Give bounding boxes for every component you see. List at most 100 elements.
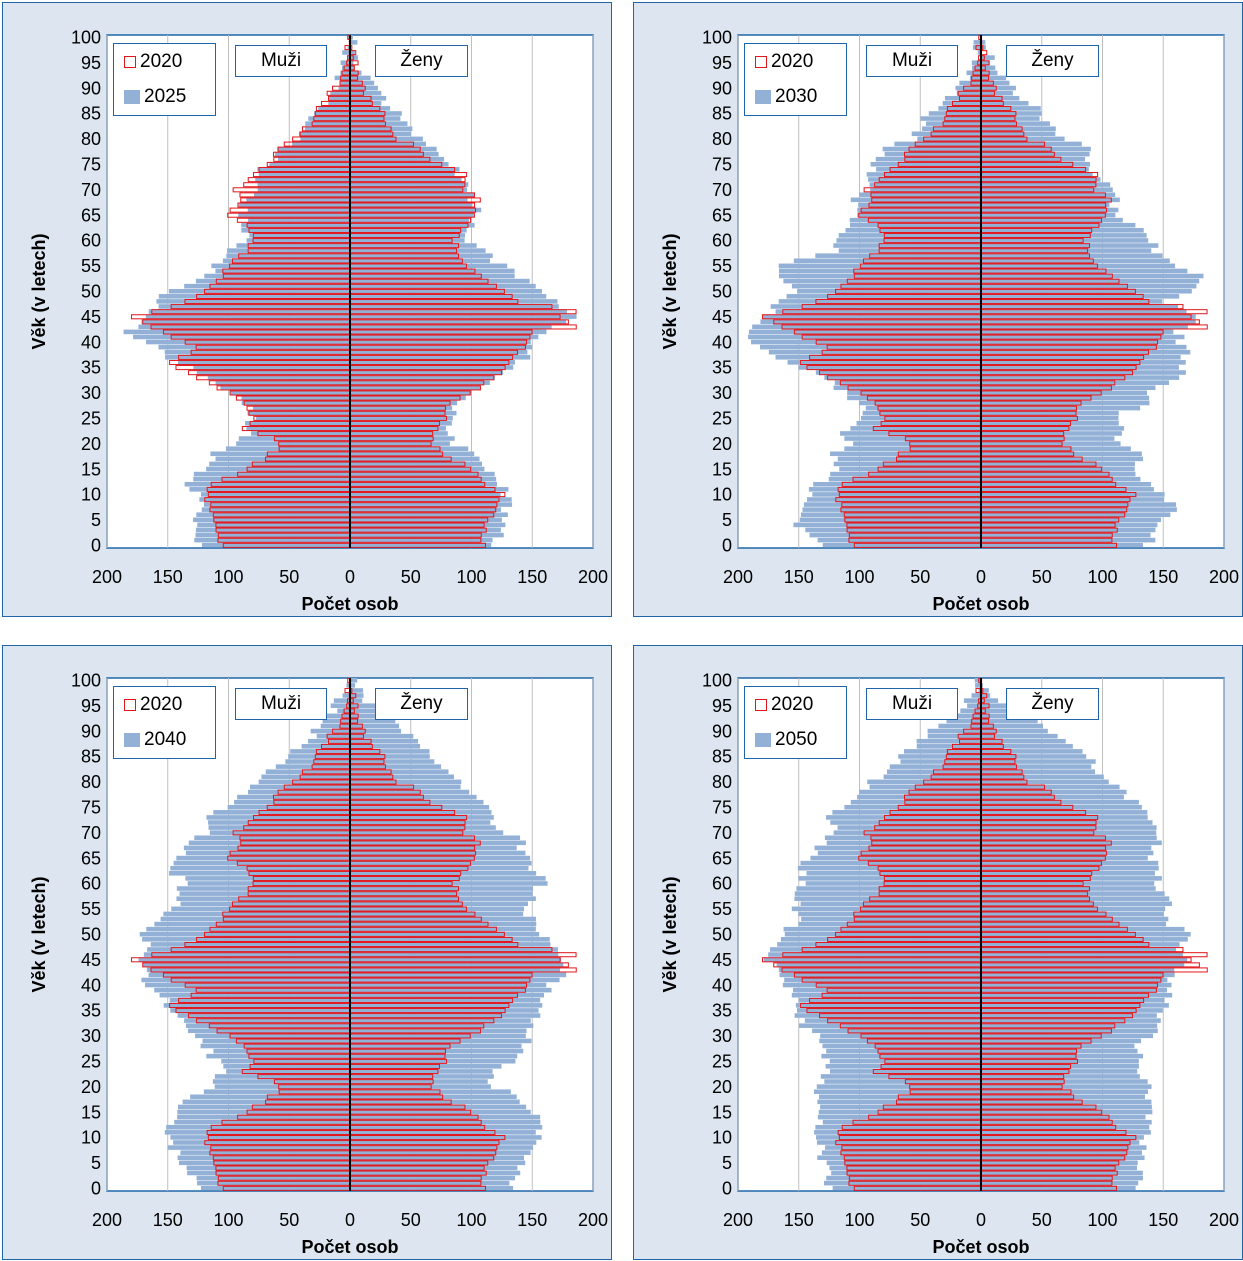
projected-women-bar [350, 947, 558, 952]
projected-men-bar [768, 952, 981, 957]
projected-men-bar [159, 992, 350, 998]
filled-swatch-icon [755, 90, 771, 104]
projected-women-bar [981, 769, 1096, 774]
projected-men-bar [150, 942, 350, 947]
projected-men-bar [845, 228, 981, 233]
projected-women-bar [981, 794, 1124, 800]
y-tick-label: 75 [712, 798, 732, 818]
projected-men-bar [808, 487, 981, 492]
pyramid-chart-2050: 0 5 10 15 20 25 30 35 40 45 50 55 60 65 70 75 80 85 90 95 10… [660, 671, 1239, 1257]
projected-women-bar [350, 1003, 543, 1008]
projected-women-bar [981, 65, 996, 71]
projected-men-bar [194, 537, 350, 543]
projected-men-bar [817, 537, 981, 543]
projected-women-bar [350, 754, 430, 759]
projected-men-bar [786, 294, 981, 299]
projected-women-bar [350, 339, 531, 345]
projected-women-bar [350, 1018, 531, 1023]
projected-women-bar [981, 126, 1056, 131]
projected-women-bar [981, 283, 1197, 289]
pyramid-chart-2025: 0510152025303540455055606570758085909510… [29, 28, 608, 614]
legend-label-projected: 2040 [144, 729, 187, 750]
projected-women-bar [350, 1185, 514, 1191]
projected-men-bar [139, 931, 350, 937]
projected-men-bar [299, 131, 350, 137]
projected-women-bar [981, 1145, 1147, 1150]
legend-item-base: 2020 [124, 51, 182, 73]
projected-women-bar [981, 268, 1188, 274]
x-tick-label: 150 [1148, 567, 1178, 587]
projected-women-bar [981, 688, 989, 693]
projected-women-bar [350, 794, 477, 800]
projected-men-bar [837, 456, 981, 462]
projected-men-bar [956, 90, 981, 96]
projected-men-bar [822, 1119, 981, 1125]
projected-women-bar [350, 421, 452, 426]
projected-men-bar [830, 471, 981, 477]
projected-women-bar [350, 222, 475, 228]
projected-women-bar [350, 238, 465, 243]
x-tick-label: 0 [345, 567, 355, 587]
x-tick-label: 50 [1032, 1210, 1052, 1230]
projected-men-bar [185, 876, 350, 881]
projected-women-bar [350, 931, 540, 937]
projected-women-bar [350, 517, 502, 523]
projected-men-bar [853, 441, 981, 446]
projected-men-bar [169, 871, 350, 876]
projected-men-bar [203, 1089, 350, 1094]
projected-women-bar [350, 820, 491, 825]
projected-women-bar [981, 759, 1096, 764]
legend-item-base: 2020 [755, 51, 813, 73]
projected-women-bar [981, 492, 1165, 497]
projected-men-bar [804, 1018, 981, 1023]
projected-men-bar [800, 860, 981, 866]
projected-women-bar [981, 502, 1177, 507]
legend-label-projected: 2025 [144, 86, 187, 107]
projected-men-bar [257, 187, 350, 192]
projected-men-bar [826, 840, 981, 846]
projected-women-bar [350, 243, 477, 248]
projected-women-bar [350, 678, 358, 683]
projected-men-bar [816, 1140, 981, 1145]
projected-men-bar [860, 415, 981, 421]
projected-men-bar [246, 426, 350, 431]
projected-women-bar [981, 1028, 1158, 1034]
projected-women-bar [350, 294, 547, 299]
projected-women-bar [350, 845, 517, 851]
projected-men-bar [784, 931, 981, 937]
projected-women-bar [981, 426, 1125, 431]
projected-women-bar [350, 126, 413, 131]
projected-men-bar [340, 70, 350, 76]
projected-women-bar [350, 415, 453, 421]
projected-women-bar [981, 329, 1174, 335]
projected-men-bar [193, 471, 350, 477]
projected-women-bar [350, 121, 408, 126]
projected-men-bar [142, 962, 350, 968]
projected-women-bar [350, 273, 515, 279]
projected-men-bar [795, 1003, 981, 1008]
projected-women-bar [981, 1008, 1163, 1013]
projected-women-bar [350, 952, 559, 957]
projected-women-bar [350, 197, 468, 203]
projected-men-bar [192, 517, 350, 523]
projected-women-bar [350, 779, 462, 785]
projected-women-bar [981, 116, 1040, 121]
projected-women-bar [981, 723, 1043, 729]
projected-women-bar [981, 471, 1136, 477]
projected-women-bar [350, 1140, 537, 1145]
projected-women-bar [350, 55, 358, 60]
projected-women-bar [981, 1033, 1154, 1039]
projected-women-bar [981, 314, 1196, 319]
projected-men-bar [844, 804, 981, 810]
projected-men-bar [955, 85, 981, 91]
projected-women-bar [350, 228, 467, 233]
projected-women-bar [350, 921, 537, 927]
projected-women-bar [981, 339, 1176, 345]
projected-women-bar [350, 1053, 518, 1059]
projected-women-bar [981, 207, 1119, 213]
projected-men-bar [195, 532, 350, 538]
projected-men-bar [177, 1104, 350, 1110]
projected-men-bar [816, 1135, 981, 1140]
projected-women-bar [981, 136, 1065, 142]
projected-women-bar [981, 253, 1163, 258]
